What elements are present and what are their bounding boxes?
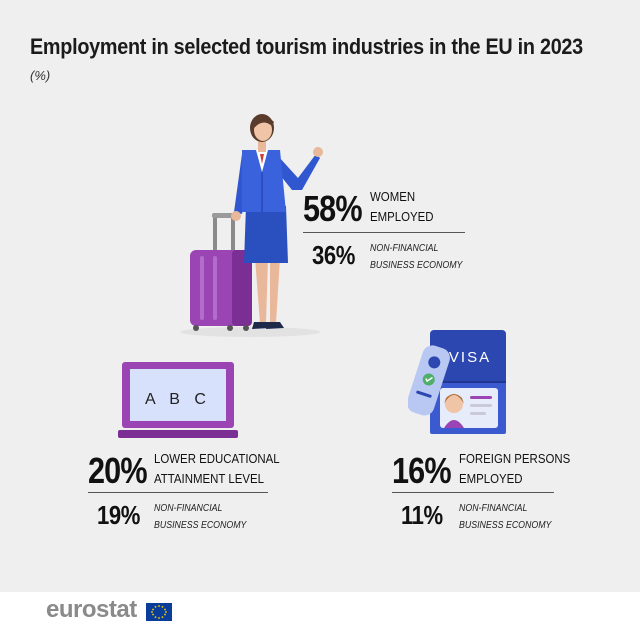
women-employed-label-line1: WOMEN — [370, 189, 416, 204]
education-comparison-label-line1: NON-FINANCIAL — [154, 503, 223, 514]
foreign-comparison-label-line2: BUSINESS ECONOMY — [459, 520, 552, 531]
infographic-panel: Employment in selected tourism industrie… — [0, 0, 640, 592]
women-comparison-value: 36% — [312, 240, 355, 270]
education-label-line2: ATTAINMENT LEVEL — [154, 471, 264, 486]
unit-label: (%) — [30, 68, 51, 83]
foreign-divider — [392, 492, 554, 493]
laptop-icon: A B C — [118, 362, 238, 438]
visa-passport-icon: VISA — [408, 330, 506, 434]
education-value: 20% — [88, 450, 148, 491]
education-label-line1: LOWER EDUCATIONAL — [154, 451, 280, 466]
women-divider — [303, 232, 465, 233]
women-comparison-label-line1: NON-FINANCIAL — [370, 243, 439, 254]
page-title: Employment in selected tourism industrie… — [30, 34, 583, 59]
foreign-comparison-label-line1: NON-FINANCIAL — [459, 503, 528, 514]
education-comparison-label-line2: BUSINESS ECONOMY — [154, 520, 247, 531]
woman-with-suitcase-icon — [180, 114, 323, 337]
education-divider — [88, 492, 268, 493]
women-employed-label-line2: EMPLOYED — [370, 209, 434, 224]
women-employed-value: 58% — [303, 188, 363, 229]
eu-flag-icon — [146, 603, 172, 621]
footer: eurostat — [0, 592, 640, 640]
foreign-label-line1: FOREIGN PERSONS — [459, 451, 571, 466]
visa-text: VISA — [449, 349, 491, 366]
foreign-value: 16% — [392, 450, 452, 491]
laptop-screen-text: A B C — [145, 391, 211, 408]
education-comparison-value: 19% — [97, 500, 140, 530]
eurostat-logo-text: eurostat — [46, 596, 137, 623]
women-comparison-label-line2: BUSINESS ECONOMY — [370, 260, 463, 271]
foreign-comparison-value: 11% — [401, 500, 443, 530]
foreign-label-line2: EMPLOYED — [459, 471, 523, 486]
